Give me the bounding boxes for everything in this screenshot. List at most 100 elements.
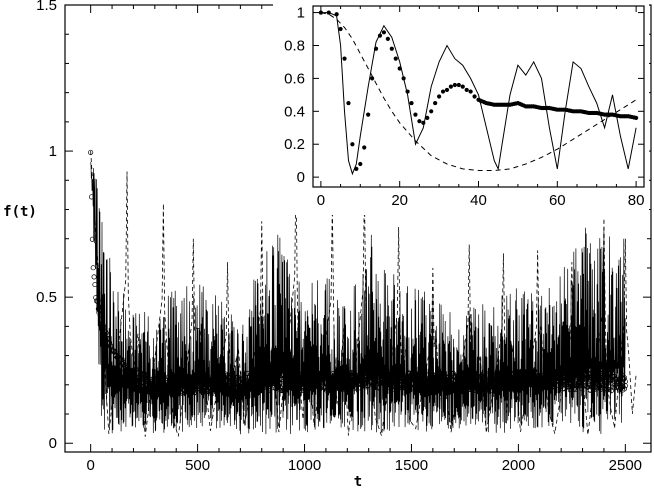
inset-data-point [405, 89, 410, 94]
inset-data-point [413, 112, 418, 117]
data-point [293, 370, 299, 376]
data-point [554, 370, 560, 377]
data-point [411, 384, 417, 390]
data-point [154, 374, 160, 380]
data-point [539, 383, 545, 390]
data-point [202, 389, 208, 395]
data-point [332, 373, 338, 379]
data-point [435, 381, 441, 387]
data-point [351, 371, 357, 377]
data-point [375, 368, 381, 374]
data-point [167, 389, 173, 395]
data-point [479, 382, 486, 389]
data-point [292, 387, 298, 393]
data-point [144, 373, 150, 379]
y-axis-title: f(t) [3, 204, 37, 220]
inset-data-point [409, 100, 414, 106]
data-point [149, 378, 155, 384]
data-point [584, 384, 590, 390]
data-point [407, 387, 413, 393]
data-point [89, 236, 95, 242]
data-point [350, 383, 356, 390]
data-point [404, 377, 410, 383]
data-point [356, 381, 362, 387]
inset-data-point [338, 26, 343, 32]
data-point [302, 386, 308, 392]
data-point [478, 380, 484, 386]
data-point [289, 373, 295, 379]
data-point [621, 375, 628, 381]
inset-data-point [366, 112, 371, 117]
data-point [455, 374, 462, 380]
data-point [584, 375, 590, 381]
data-point [374, 373, 380, 379]
inset-x-tick-label: 80 [628, 192, 645, 209]
inset-data-point [397, 66, 402, 71]
inset-data-point [634, 115, 639, 120]
inset-data-point [318, 10, 323, 15]
data-point [380, 368, 386, 374]
data-point [95, 306, 101, 312]
data-point [364, 374, 370, 380]
data-point [420, 387, 426, 393]
data-point [515, 372, 521, 378]
data-point [355, 373, 361, 379]
y-tick-label: 0 [49, 435, 57, 452]
data-point [182, 388, 188, 394]
inset-data-point [373, 46, 379, 51]
data-point [541, 378, 547, 384]
data-point [430, 387, 436, 393]
data-point [152, 377, 158, 383]
data-point [473, 385, 480, 391]
data-point [434, 384, 440, 390]
data-point [294, 387, 300, 393]
data-point [394, 375, 400, 381]
inset-data-point [468, 89, 473, 94]
data-point [420, 374, 426, 380]
x-tick-label: 2000 [502, 457, 535, 474]
data-point [471, 387, 477, 394]
series-points [88, 149, 628, 396]
inset-data-point [350, 142, 355, 147]
data-point [622, 383, 628, 389]
data-point [88, 149, 94, 155]
data-point [263, 371, 269, 378]
data-point [162, 383, 168, 390]
inset-data-point [393, 56, 398, 61]
data-point [139, 376, 145, 382]
data-point [607, 378, 613, 384]
inset-background [273, 4, 649, 215]
data-point [531, 383, 537, 389]
data-point [248, 383, 254, 389]
data-point [428, 385, 434, 391]
data-point [361, 382, 367, 388]
data-point [482, 387, 488, 393]
data-point [203, 373, 209, 379]
x-tick-label: 1000 [288, 457, 321, 474]
data-point [402, 384, 408, 390]
data-point [606, 387, 612, 393]
data-point [257, 382, 263, 388]
data-point [421, 375, 427, 381]
data-point [448, 386, 454, 392]
data-point [367, 369, 373, 375]
data-point [383, 371, 389, 377]
data-point [288, 383, 294, 390]
data-point [339, 374, 345, 380]
data-point [179, 390, 185, 396]
inset-data-point [334, 12, 339, 17]
inset-data-point [456, 82, 461, 88]
data-point [94, 298, 100, 304]
data-point [532, 368, 538, 374]
inset-data-point [377, 33, 383, 38]
data-point [579, 386, 585, 392]
data-point [159, 374, 166, 380]
data-point [183, 378, 189, 384]
inset-data-point [433, 100, 438, 106]
inset-data-point [326, 10, 331, 15]
data-point [265, 381, 271, 387]
data-point [502, 378, 508, 384]
data-point [582, 371, 588, 377]
data-point [468, 372, 474, 378]
x-axis-title: t [354, 474, 362, 490]
